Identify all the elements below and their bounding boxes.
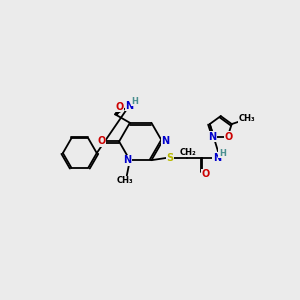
Text: O: O — [202, 169, 210, 179]
Text: S: S — [167, 153, 173, 163]
Text: N: N — [213, 153, 221, 163]
Text: N: N — [161, 136, 170, 146]
Text: CH₂: CH₂ — [180, 148, 197, 157]
Text: CH₃: CH₃ — [117, 176, 134, 185]
Text: O: O — [225, 132, 233, 142]
Text: H: H — [131, 97, 138, 106]
Text: N: N — [125, 101, 134, 111]
Text: CH₃: CH₃ — [239, 114, 255, 123]
Text: H: H — [219, 149, 226, 158]
Text: O: O — [115, 102, 124, 112]
Text: N: N — [208, 132, 217, 142]
Text: N: N — [124, 155, 132, 165]
Text: O: O — [97, 136, 106, 146]
